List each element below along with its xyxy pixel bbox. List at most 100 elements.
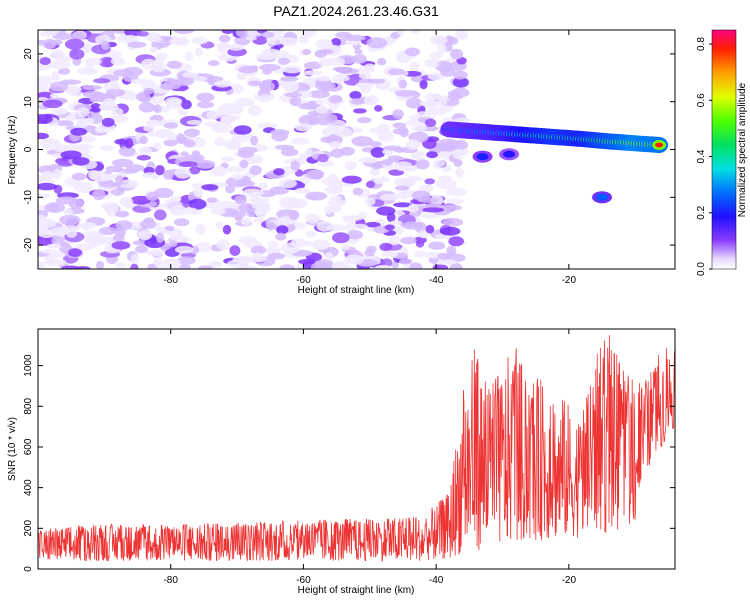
heatmap-cell <box>72 144 94 150</box>
heatmap-cell <box>101 117 115 127</box>
heatmap-cell <box>273 30 285 36</box>
heatmap-cell <box>378 131 394 142</box>
heatmap-cell <box>377 57 387 66</box>
heatmap-cell <box>319 49 334 55</box>
heatmap-cell <box>38 114 53 124</box>
heatmap-cell <box>138 102 155 113</box>
heatmap-cell <box>59 214 81 226</box>
heatmap-cell <box>322 177 337 186</box>
heatmap-cell <box>247 105 263 116</box>
heatmap-cell <box>327 199 347 207</box>
x-tick-label: -80 <box>163 575 178 586</box>
heatmap-cell <box>395 252 409 260</box>
heatmap-cell <box>114 210 130 218</box>
heatmap-cell <box>93 78 111 84</box>
heatmap-cell <box>168 240 178 248</box>
heatmap-cell <box>102 98 116 110</box>
heatmap-cell <box>383 145 403 151</box>
heatmap-cell <box>448 236 465 247</box>
heatmap-cell <box>310 194 319 200</box>
heatmap-cell <box>454 117 471 124</box>
heatmap-cell <box>399 258 413 265</box>
heatmap-cell <box>162 258 181 267</box>
heatmap-cell <box>390 261 400 269</box>
heatmap-cell <box>226 166 247 173</box>
y-tick-label: 1000 <box>23 354 34 377</box>
heatmap-cell <box>351 136 374 147</box>
y-tick-label: 600 <box>23 438 34 455</box>
heatmap-cell <box>418 230 430 239</box>
heatmap-cell <box>338 75 350 82</box>
heatmap-cell <box>294 123 312 132</box>
colorbar-tick-label: 0.0 <box>696 262 707 276</box>
heatmap-cell <box>38 75 54 86</box>
heatmap-cell <box>238 65 259 74</box>
heatmap-cell <box>210 207 226 215</box>
heatmap-cell <box>109 114 128 124</box>
heatmap-cell <box>58 67 71 75</box>
y-tick-label: 400 <box>23 479 34 496</box>
heatmap-cell <box>446 198 464 205</box>
heatmap-cell <box>154 209 167 221</box>
heatmap-cell <box>270 129 290 136</box>
heatmap-cell <box>249 165 262 176</box>
heatmap-cell <box>50 107 69 115</box>
heatmap-cell <box>85 62 94 73</box>
heatmap-cell <box>429 52 444 60</box>
heatmap-cell <box>351 54 367 64</box>
colorbar: 0.0 0.2 0.4 0.6 0.8 Normalized spectral ampl… <box>696 29 748 276</box>
heatmap-cell <box>308 90 330 99</box>
heatmap-cell <box>450 48 464 60</box>
snr-panel: -80 -60 -40 -20 0 200 400 600 800 1000 Height of… <box>7 328 676 596</box>
heatmap-cell <box>381 158 394 166</box>
heatmap-cell <box>214 136 226 147</box>
heatmap-cell <box>49 81 69 92</box>
heatmap-cell <box>402 221 423 230</box>
heatmap-cell <box>54 120 74 127</box>
heatmap-cell <box>409 61 420 72</box>
heatmap-cell <box>280 242 301 254</box>
heatmap-cell <box>110 57 126 66</box>
heatmap-cell <box>280 201 301 210</box>
heatmap-cell <box>118 146 136 157</box>
heatmap-cell <box>410 30 420 35</box>
spectrogram-x-axis: -80 -60 -40 -20 <box>163 30 576 286</box>
heatmap-cell <box>455 167 465 178</box>
heatmap-cell <box>201 184 219 191</box>
heatmap-cell <box>166 60 182 69</box>
snr-x-axis: -80 -60 -40 -20 <box>163 329 576 586</box>
heatmap-cell <box>392 128 408 135</box>
heatmap-cell <box>216 42 231 49</box>
heatmap-cell <box>428 241 446 250</box>
heatmap-cell <box>250 135 259 146</box>
heatmap-cell <box>311 261 331 269</box>
heatmap-cell <box>425 224 435 234</box>
heatmap-cell <box>390 32 400 39</box>
heatmap-cell <box>164 122 178 129</box>
heatmap-cell <box>77 107 90 118</box>
heatmap-cell <box>277 57 290 65</box>
heatmap-cell <box>38 218 57 228</box>
heatmap-cell <box>92 189 106 201</box>
spectrogram-y-axis: -20 -10 0 10 20 <box>23 48 675 252</box>
heatmap-cell <box>38 85 52 93</box>
heatmap-cell <box>344 34 366 42</box>
heatmap-cell <box>236 30 248 38</box>
heatmap-cell <box>224 139 242 150</box>
heatmap-cell <box>149 96 165 105</box>
heatmap-cell <box>136 31 149 37</box>
heatmap-cell <box>405 139 421 150</box>
heatmap-cell <box>139 135 149 145</box>
x-tick-label: -20 <box>562 575 577 586</box>
heatmap-cell <box>347 230 364 240</box>
heatmap-cell <box>259 63 281 72</box>
heatmap-cell <box>224 185 236 194</box>
heatmap-cell <box>317 153 329 163</box>
heatmap-cell <box>324 185 343 195</box>
heatmap-cell <box>127 41 147 48</box>
heatmap-cell <box>98 181 118 188</box>
heatmap-cell <box>218 112 228 118</box>
heatmap-cell <box>147 130 159 137</box>
heatmap-cell <box>302 30 317 38</box>
heatmap-cell <box>390 220 403 226</box>
